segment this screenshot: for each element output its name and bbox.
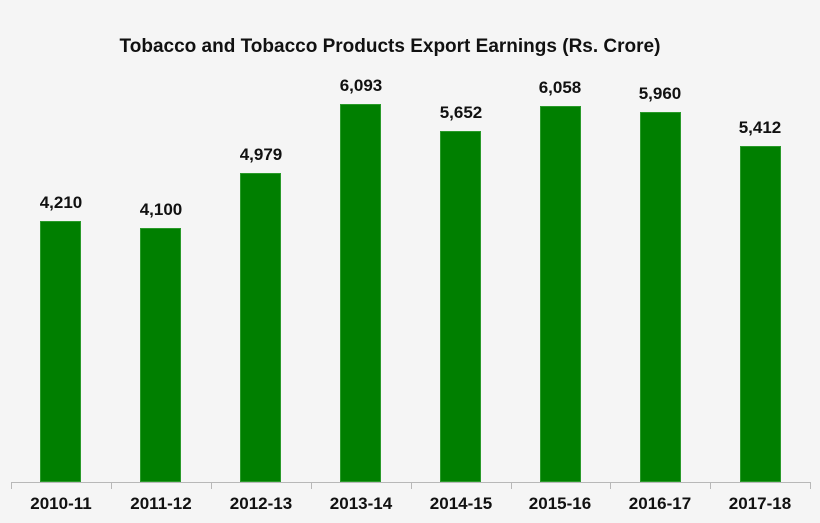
x-axis-tick bbox=[810, 482, 811, 489]
x-axis-category-label: 2016-17 bbox=[628, 494, 692, 513]
bar-value-label: 4,979 bbox=[239, 145, 283, 164]
bar bbox=[240, 173, 281, 482]
bar-value-label: 5,652 bbox=[439, 103, 483, 122]
x-axis-tick bbox=[411, 482, 412, 489]
x-axis-line bbox=[11, 482, 810, 483]
x-axis-tick bbox=[111, 482, 112, 489]
x-axis-category-label: 2010-11 bbox=[30, 494, 92, 513]
x-axis-tick bbox=[11, 482, 12, 489]
bar bbox=[140, 228, 181, 482]
x-axis-category-label: 2015-16 bbox=[528, 494, 592, 513]
x-axis-category-label: 2017-18 bbox=[728, 494, 792, 513]
x-axis-tick bbox=[511, 482, 512, 489]
x-axis-tick bbox=[610, 482, 611, 489]
x-axis-category-label: 2013-14 bbox=[329, 494, 393, 513]
x-axis-category-label: 2012-13 bbox=[229, 494, 293, 513]
x-axis-tick bbox=[211, 482, 212, 489]
bar-value-label: 5,412 bbox=[738, 118, 782, 137]
x-axis-tick bbox=[311, 482, 312, 489]
bar bbox=[40, 221, 81, 482]
bar-value-label: 5,960 bbox=[638, 84, 682, 103]
bar bbox=[440, 131, 481, 482]
bar bbox=[540, 106, 581, 482]
x-axis-category-label: 2014-15 bbox=[429, 494, 493, 513]
chart-title-text: Tobacco and Tobacco Products Export Earn… bbox=[119, 36, 661, 57]
bar-value-label: 4,210 bbox=[39, 193, 83, 212]
bar bbox=[340, 104, 381, 482]
x-axis-tick bbox=[710, 482, 711, 489]
x-axis-category-label: 2011-12 bbox=[130, 494, 192, 513]
bar-value-label: 6,093 bbox=[339, 76, 383, 95]
bar-value-label: 4,100 bbox=[139, 200, 183, 219]
bar bbox=[740, 146, 781, 482]
bar-value-label: 6,058 bbox=[538, 78, 582, 97]
chart-title: Tobacco and Tobacco Products Export Earn… bbox=[0, 36, 760, 58]
bar bbox=[640, 112, 681, 482]
